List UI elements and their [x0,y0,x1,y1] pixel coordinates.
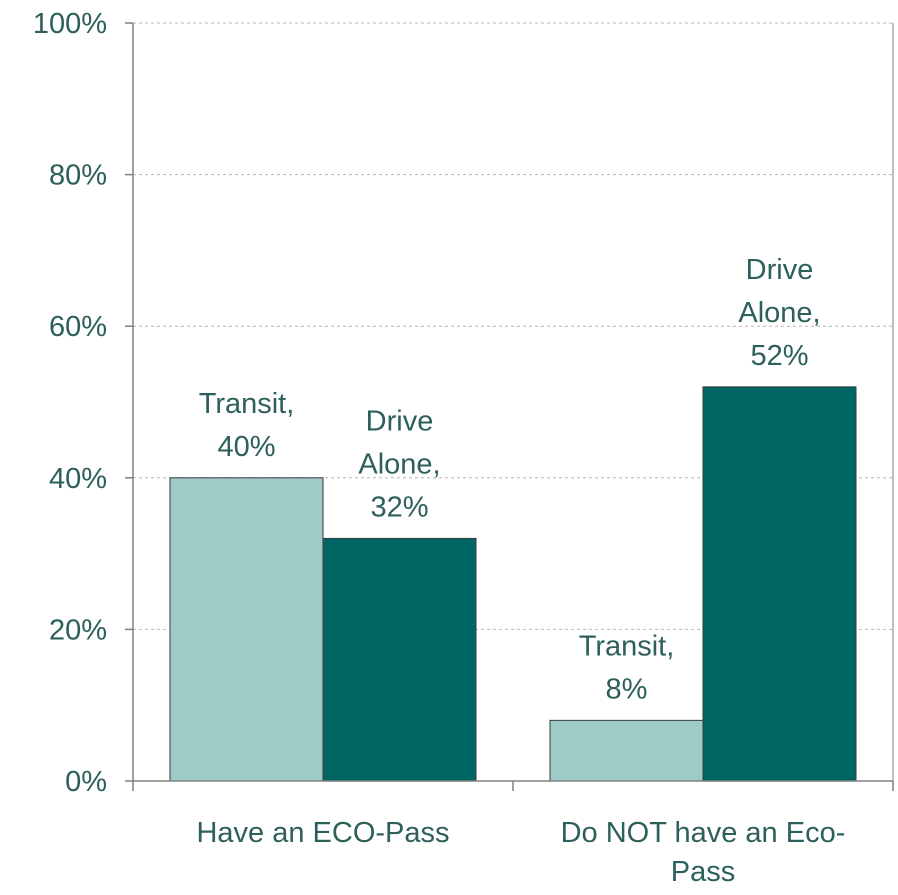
bar [549,719,704,782]
data-label: Alone, [358,448,440,480]
bar [322,537,477,782]
data-label: 40% [217,431,275,463]
y-tick-label: 40% [49,463,107,495]
data-label: Alone, [738,297,820,329]
y-tick-label: 20% [49,614,107,646]
data-label: Drive [366,405,434,437]
x-category-label: Have an ECO-Pass [196,817,449,849]
data-label: Transit, [579,630,675,662]
bar [702,386,857,782]
y-tick-label: 100% [33,8,107,40]
data-label: 32% [370,491,428,523]
data-label: Drive [746,254,814,286]
y-tick-label: 80% [49,160,107,192]
data-label: 8% [606,673,648,705]
data-label: 52% [750,340,808,372]
x-category-label: Do NOT have an Eco- [561,817,846,849]
y-tick-label: 60% [49,311,107,343]
bar [169,477,324,782]
x-category-label: Pass [671,856,735,888]
y-tick-label: 0% [65,766,107,798]
data-label: Transit, [199,388,295,420]
